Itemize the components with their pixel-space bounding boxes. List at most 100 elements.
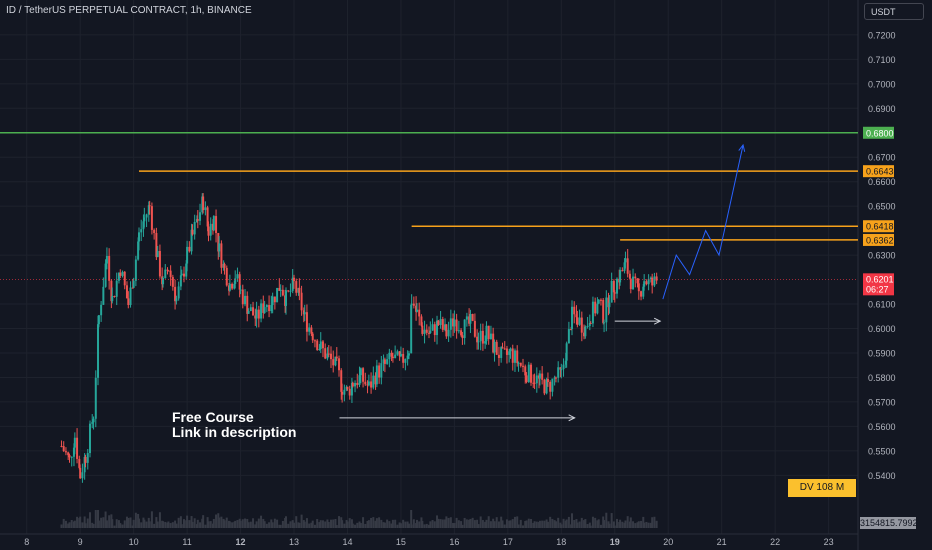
candle-body: [546, 378, 549, 382]
x-tick-label: 23: [824, 537, 834, 547]
candle-body: [295, 281, 298, 293]
candle-body: [92, 418, 95, 423]
candle-body: [573, 306, 576, 315]
x-tick-label: 10: [129, 537, 139, 547]
volume-bar: [278, 524, 281, 528]
volume-bar: [383, 522, 386, 528]
candle-body: [76, 437, 79, 459]
support-arrow-head: [653, 317, 662, 325]
candle-body: [233, 283, 236, 289]
candle-body: [88, 423, 91, 454]
volume-bar: [79, 516, 82, 528]
volume-bar: [319, 520, 322, 528]
volume-bar: [421, 520, 424, 528]
volume-bar: [485, 519, 488, 528]
candle-body: [164, 269, 167, 279]
candle-body: [276, 287, 279, 303]
candle-body: [597, 299, 600, 304]
target-tag: [863, 126, 894, 139]
candle-body: [645, 281, 648, 285]
volume-bar: [643, 522, 646, 528]
volume-bar: [207, 521, 210, 528]
projection-path: [662, 144, 744, 300]
volume-bar: [212, 518, 215, 528]
candle-body: [433, 324, 436, 336]
candle-body: [94, 377, 97, 419]
volume-bar: [560, 524, 563, 528]
candle-body: [350, 382, 353, 396]
candle-body: [84, 456, 87, 463]
x-tick-label: 14: [342, 537, 352, 547]
volume-bar: [553, 520, 556, 528]
candle-body: [564, 360, 567, 365]
current-price-tag: [863, 273, 894, 296]
y-tick-label: 0.5800: [868, 373, 896, 383]
candle-body: [525, 375, 528, 382]
volume-bar: [476, 519, 479, 528]
candle-body: [406, 355, 409, 359]
volume-bar: [271, 522, 274, 528]
candle-body: [370, 381, 373, 388]
volume-bar: [380, 519, 383, 528]
volume-bar: [134, 512, 137, 528]
volume-bar: [375, 518, 378, 528]
candle-body: [468, 316, 471, 324]
candle-body: [97, 324, 100, 378]
volume-bar: [156, 521, 159, 528]
volume-bar: [415, 519, 418, 528]
volume-bar: [281, 520, 284, 528]
y-tick-label: 0.6700: [868, 153, 896, 163]
volume-bar: [621, 521, 624, 528]
resistance-3-label: 0.6362: [866, 235, 894, 245]
volume-bar: [412, 519, 415, 528]
candle-body: [252, 307, 255, 316]
candle-body: [570, 329, 573, 331]
volume-bar: [254, 524, 257, 528]
volume-bar: [624, 520, 627, 528]
volume-bar: [148, 521, 151, 528]
volume-bar: [244, 518, 247, 528]
volume-bar: [273, 518, 276, 528]
volume-bar: [260, 515, 263, 528]
candle-body: [340, 370, 343, 392]
candle-body: [372, 375, 375, 388]
currency-button[interactable]: USDT: [864, 3, 924, 20]
y-tick-label: 0.6300: [868, 251, 896, 261]
volume-bar: [423, 524, 426, 528]
volume-bar: [76, 516, 79, 528]
volume-bar: [597, 519, 600, 528]
candle-body: [68, 455, 71, 458]
volume-bar: [394, 519, 397, 528]
candle-body: [104, 263, 107, 287]
candle-body: [602, 299, 605, 323]
candle-body: [145, 214, 148, 218]
candle-body: [545, 378, 548, 394]
volume-bar: [143, 519, 146, 528]
volume-bar: [372, 517, 375, 528]
candle-body: [651, 277, 654, 286]
candle-body: [257, 309, 260, 319]
candle-body: [188, 246, 191, 252]
candle-body: [239, 289, 242, 291]
volume-bar: [220, 516, 223, 528]
volume-bar: [104, 511, 107, 528]
volume-bar: [164, 521, 167, 528]
volume-bar: [591, 516, 594, 528]
volume-bar: [399, 523, 402, 528]
candle-body: [535, 375, 538, 384]
candle-body: [102, 286, 105, 305]
candle-body: [207, 226, 210, 236]
volume-bar: [177, 517, 180, 528]
candle-body: [603, 322, 606, 324]
volume-bar: [455, 517, 458, 528]
volume-bar: [374, 520, 377, 528]
candle-body: [162, 278, 165, 285]
candle-body: [111, 296, 114, 302]
candle-body: [281, 289, 284, 296]
candle-body: [607, 297, 610, 308]
volume-bar: [343, 523, 346, 528]
x-tick-label: 8: [24, 537, 29, 547]
candle-body: [425, 329, 428, 333]
